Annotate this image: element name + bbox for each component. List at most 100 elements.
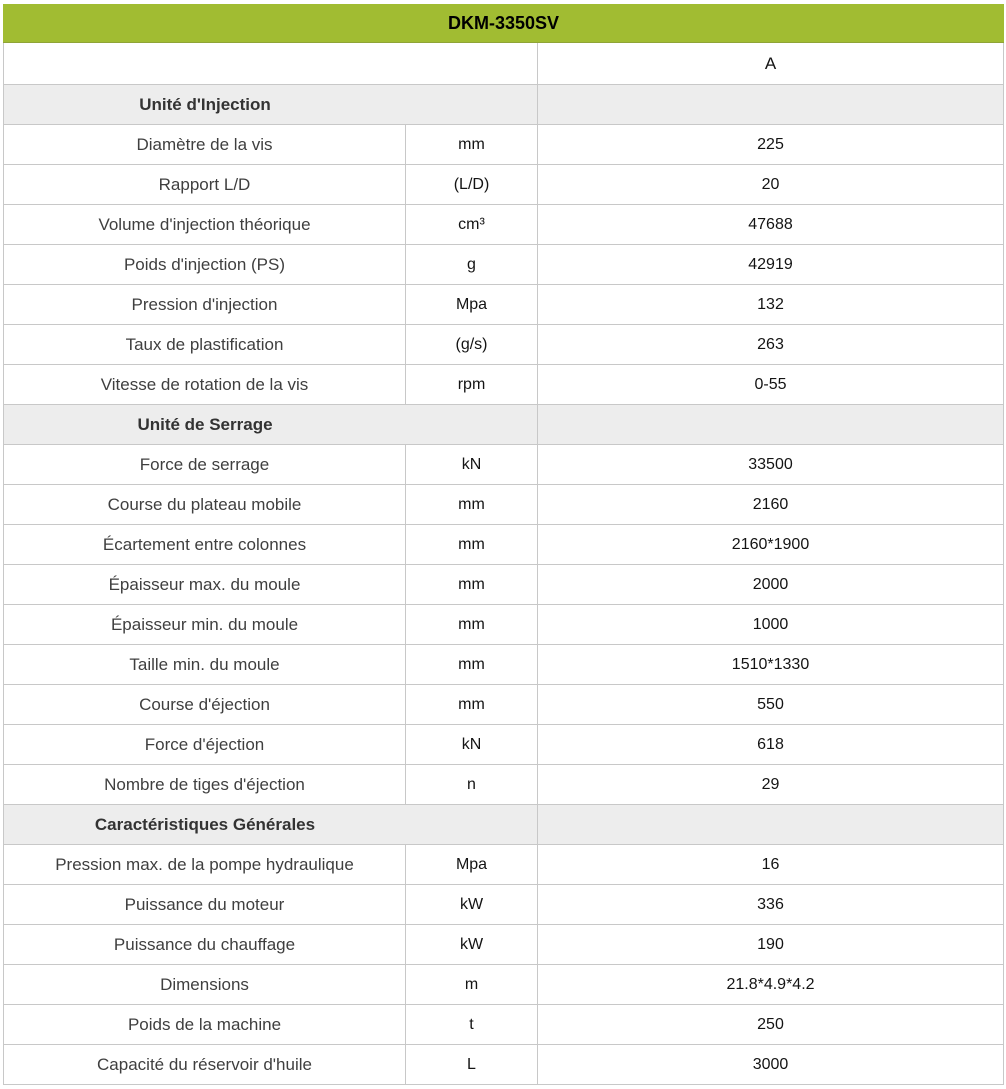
spec-unit: n xyxy=(405,764,538,805)
spec-value: 42919 xyxy=(536,244,1005,285)
model-header-empty-cell xyxy=(3,42,538,85)
section-header-value-cell xyxy=(536,404,1005,445)
section-header-row: Unité de Serrage xyxy=(3,404,1005,445)
spec-name: Épaisseur min. du moule xyxy=(3,604,406,645)
spec-unit: mm xyxy=(405,564,538,605)
table-row: Capacité du réservoir d'huile L 3000 xyxy=(3,1044,1005,1085)
spec-unit: mm xyxy=(405,604,538,645)
machine-spec-table: DKM-3350SV A Unité d'Injection Diamètre … xyxy=(2,4,1005,1085)
table-row: Puissance du chauffage kW 190 xyxy=(3,924,1005,965)
spec-value: 336 xyxy=(536,884,1005,925)
spec-name: Écartement entre colonnes xyxy=(3,524,406,565)
spec-name: Capacité du réservoir d'huile xyxy=(3,1044,406,1085)
table-row: Dimensions m 21.8*4.9*4.2 xyxy=(3,964,1005,1005)
spec-name: Poids d'injection (PS) xyxy=(3,244,406,285)
spec-value: 1510*1330 xyxy=(536,644,1005,685)
table-row: Course d'éjection mm 550 xyxy=(3,684,1005,725)
model-header-row: A xyxy=(3,42,1005,85)
spec-unit: kN xyxy=(405,724,538,765)
spec-unit: mm xyxy=(405,484,538,525)
spec-name: Taux de plastification xyxy=(3,324,406,365)
table-row: Taille min. du moule mm 1510*1330 xyxy=(3,644,1005,685)
spec-value: 2000 xyxy=(536,564,1005,605)
spec-name: Rapport L/D xyxy=(3,164,406,205)
section-header-value-cell xyxy=(536,84,1005,125)
table-row: Poids d'injection (PS) g 42919 xyxy=(3,244,1005,285)
table-row: Vitesse de rotation de la vis rpm 0-55 xyxy=(3,364,1005,405)
spec-unit: mm xyxy=(405,644,538,685)
spec-value: 1000 xyxy=(536,604,1005,645)
table-row: Force de serrage kN 33500 xyxy=(3,444,1005,485)
spec-name: Puissance du moteur xyxy=(3,884,406,925)
table-row: Course du plateau mobile mm 2160 xyxy=(3,484,1005,525)
section-title: Unité d'Injection xyxy=(139,94,271,114)
table-row: Pression d'injection Mpa 132 xyxy=(3,284,1005,325)
spec-value: 263 xyxy=(536,324,1005,365)
table-row: Écartement entre colonnes mm 2160*1900 xyxy=(3,524,1005,565)
table-row: Taux de plastification (g/s) 263 xyxy=(3,324,1005,365)
spec-unit: L xyxy=(405,1044,538,1085)
table-row: Diamètre de la vis mm 225 xyxy=(3,124,1005,165)
spec-name: Course du plateau mobile xyxy=(3,484,406,525)
spec-name: Force de serrage xyxy=(3,444,406,485)
spec-unit: kN xyxy=(405,444,538,485)
spec-value: 29 xyxy=(536,764,1005,805)
spec-unit: kW xyxy=(405,924,538,965)
spec-unit: mm xyxy=(405,524,538,565)
spec-name: Pression d'injection xyxy=(3,284,406,325)
section-header-cell: Unité de Serrage xyxy=(3,404,538,445)
section-header-row: Caractéristiques Générales xyxy=(3,804,1005,845)
spec-value: 33500 xyxy=(536,444,1005,485)
spec-unit: mm xyxy=(405,124,538,165)
spec-value: 132 xyxy=(536,284,1005,325)
spec-unit: t xyxy=(405,1004,538,1045)
spec-name: Course d'éjection xyxy=(3,684,406,725)
section-header-value-cell xyxy=(536,804,1005,845)
spec-value: 21.8*4.9*4.2 xyxy=(536,964,1005,1005)
spec-unit: (g/s) xyxy=(405,324,538,365)
spec-value: 250 xyxy=(536,1004,1005,1045)
spec-name: Épaisseur max. du moule xyxy=(3,564,406,605)
spec-value: 225 xyxy=(536,124,1005,165)
spec-unit: rpm xyxy=(405,364,538,405)
spec-value: 20 xyxy=(536,164,1005,205)
spec-unit: Mpa xyxy=(405,844,538,885)
spec-unit: mm xyxy=(405,684,538,725)
table-row: Poids de la machine t 250 xyxy=(3,1004,1005,1045)
spec-value: 16 xyxy=(536,844,1005,885)
spec-name: Poids de la machine xyxy=(3,1004,406,1045)
spec-unit: (L/D) xyxy=(405,164,538,205)
spec-name: Volume d'injection théorique xyxy=(3,204,406,245)
spec-value: 190 xyxy=(536,924,1005,965)
spec-unit: kW xyxy=(405,884,538,925)
table-row: Pression max. de la pompe hydraulique Mp… xyxy=(3,844,1005,885)
spec-value: 47688 xyxy=(536,204,1005,245)
table-row: Épaisseur max. du moule mm 2000 xyxy=(3,564,1005,605)
spec-value: 2160 xyxy=(536,484,1005,525)
table-row: Nombre de tiges d'éjection n 29 xyxy=(3,764,1005,805)
spec-name: Puissance du chauffage xyxy=(3,924,406,965)
spec-name: Vitesse de rotation de la vis xyxy=(3,364,406,405)
table-row: Puissance du moteur kW 336 xyxy=(3,884,1005,925)
spec-unit: cm³ xyxy=(405,204,538,245)
table-row: Force d'éjection kN 618 xyxy=(3,724,1005,765)
table-row: Épaisseur min. du moule mm 1000 xyxy=(3,604,1005,645)
spec-unit: g xyxy=(405,244,538,285)
section-header-cell: Unité d'Injection xyxy=(3,84,538,125)
section-title: Unité de Serrage xyxy=(137,414,273,434)
section-title: Caractéristiques Générales xyxy=(94,814,316,834)
section-header-row: Unité d'Injection xyxy=(3,84,1005,125)
spec-unit: Mpa xyxy=(405,284,538,325)
spec-value: 550 xyxy=(536,684,1005,725)
spec-unit: m xyxy=(405,964,538,1005)
spec-name: Force d'éjection xyxy=(3,724,406,765)
spec-value: 2160*1900 xyxy=(536,524,1005,565)
table-row: Volume d'injection théorique cm³ 47688 xyxy=(3,204,1005,245)
spec-name: Taille min. du moule xyxy=(3,644,406,685)
spec-name: Dimensions xyxy=(3,964,406,1005)
model-column-header: A xyxy=(536,42,1005,85)
spec-value: 618 xyxy=(536,724,1005,765)
spec-value: 3000 xyxy=(536,1044,1005,1085)
spec-name: Pression max. de la pompe hydraulique xyxy=(3,844,406,885)
